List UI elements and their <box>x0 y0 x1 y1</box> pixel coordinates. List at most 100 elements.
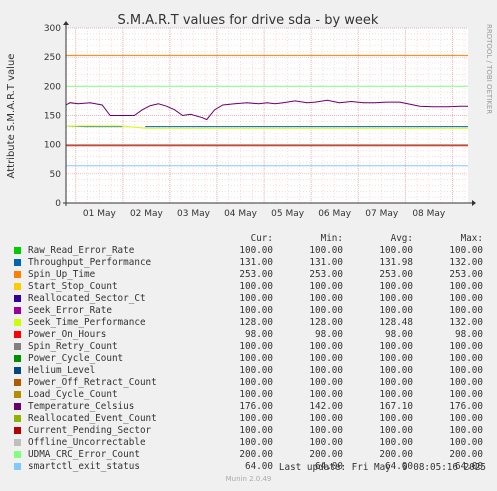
legend-name: Power_On_Hours <box>28 329 107 340</box>
legend-cur: 98.00 <box>245 329 273 340</box>
legend-max: 100.00 <box>449 353 483 364</box>
legend-min: 100.00 <box>309 437 343 448</box>
legend-avg: 100.00 <box>379 305 413 316</box>
legend-swatch <box>14 403 21 410</box>
legend-name: Start_Stop_Count <box>28 281 118 292</box>
legend-cur: 128.00 <box>239 317 273 328</box>
legend-max: 64.00 <box>455 461 483 472</box>
legend-swatch <box>14 247 21 254</box>
y-tick-label: 0 <box>55 199 61 209</box>
legend-row: Power_Off_Retract_Count 100.00 100.00 100.0… <box>12 377 490 389</box>
legend-row: Reallocated_Sector_Ct 100.00 100.00 100.00 1… <box>12 293 490 305</box>
legend-row: Temperature_Celsius 176.00 142.00 167.10 176… <box>12 401 490 413</box>
legend-name: Current_Pending_Sector <box>28 425 152 436</box>
legend-row: Start_Stop_Count 100.00 100.00 100.00 100.00 <box>12 281 490 293</box>
legend-max: 200.00 <box>449 449 483 460</box>
y-tick-label: 250 <box>44 53 61 63</box>
legend-max: 100.00 <box>449 425 483 436</box>
legend-swatch <box>14 355 21 362</box>
legend-cur: 100.00 <box>239 305 273 316</box>
legend-name: Power_Cycle_Count <box>28 353 124 364</box>
legend-max: 100.00 <box>449 413 483 424</box>
legend-avg: 131.98 <box>379 257 413 268</box>
legend-max: 100.00 <box>449 377 483 388</box>
legend-avg: 100.00 <box>379 413 413 424</box>
legend-max: 100.00 <box>449 437 483 448</box>
legend-min: 100.00 <box>309 425 343 436</box>
legend-name: Raw_Read_Error_Rate <box>28 245 135 256</box>
legend-row: Power_On_Hours 98.00 98.00 98.00 98.00 <box>12 329 490 341</box>
x-tick-label: 07 May <box>365 209 399 219</box>
legend-name: Seek_Error_Rate <box>28 305 112 316</box>
y-axis-arrow <box>63 21 69 25</box>
legend-swatch <box>14 463 21 470</box>
legend-cur: 100.00 <box>239 245 273 256</box>
legend-row: UDMA_CRC_Error_Count 200.00 200.00 200.00 20… <box>12 449 490 461</box>
legend-avg: 200.00 <box>379 449 413 460</box>
legend-name: UDMA_CRC_Error_Count <box>28 449 140 460</box>
legend-max: 132.00 <box>449 317 483 328</box>
legend-name: Seek_Time_Performance <box>28 317 146 328</box>
legend-min: 100.00 <box>309 377 343 388</box>
legend-header-cur: Cur: <box>250 233 273 244</box>
legend-swatch <box>14 295 21 302</box>
legend-header-min: Min: <box>320 233 343 244</box>
y-tick-label: 150 <box>44 112 61 122</box>
legend-min: 200.00 <box>309 449 343 460</box>
legend-swatch <box>14 451 21 458</box>
legend-name: Reallocated_Sector_Ct <box>28 293 146 304</box>
legend-row: Raw_Read_Error_Rate 100.00 100.00 100.00 100… <box>12 245 490 257</box>
legend-name: Throughput_Performance <box>28 257 152 268</box>
legend-swatch <box>14 283 21 290</box>
legend-swatch <box>14 367 21 374</box>
legend-row: Spin_Up_Time 253.00 253.00 253.00 253.00 <box>12 269 490 281</box>
legend-cur: 253.00 <box>239 269 273 280</box>
legend: x Cur: Min: Avg: Max: Raw_Read_Error_Rat… <box>12 233 490 473</box>
legend-min: 100.00 <box>309 305 343 316</box>
legend-row: Offline_Uncorrectable 100.00 100.00 100.00 1… <box>12 437 490 449</box>
legend-min: 100.00 <box>309 413 343 424</box>
side-label: RRDTOOL / TOBI OETIKER <box>485 24 493 114</box>
y-tick-label: 300 <box>44 24 61 34</box>
legend-max: 100.00 <box>449 305 483 316</box>
legend-row: Power_Cycle_Count 100.00 100.00 100.00 100.0… <box>12 353 490 365</box>
legend-avg: 253.00 <box>379 269 413 280</box>
x-tick-label: 02 May <box>130 209 164 219</box>
legend-swatch <box>14 415 21 422</box>
legend-header: x Cur: Min: Avg: Max: <box>12 233 490 245</box>
plot-area: 0 50 100 150 200 250 300 01 May 02 May 03 May 04 M… <box>44 21 476 219</box>
legend-swatch <box>14 379 21 386</box>
x-tick-label: 06 May <box>318 209 352 219</box>
legend-cur: 100.00 <box>239 437 273 448</box>
chart: S.M.A.R.T values for drive sda - by week… <box>6 13 493 219</box>
legend-swatch <box>14 259 21 266</box>
legend-max: 100.00 <box>449 341 483 352</box>
legend-name: Load_Cycle_Count <box>28 389 118 400</box>
legend-max: 98.00 <box>455 329 483 340</box>
legend-swatch <box>14 307 21 314</box>
legend-name: Offline_Uncorrectable <box>28 437 146 448</box>
legend-name: Power_Off_Retract_Count <box>28 377 157 388</box>
chart-title: S.M.A.R.T values for drive sda - by week <box>118 13 379 28</box>
legend-max: 100.00 <box>449 389 483 400</box>
legend-row: Throughput_Performance 131.00 131.00 131.98… <box>12 257 490 269</box>
series-line <box>65 99 468 121</box>
legend-cur: 100.00 <box>239 425 273 436</box>
legend-cur: 100.00 <box>239 281 273 292</box>
y-axis-label: Attribute S.M.A.R.T value <box>6 54 17 179</box>
legend-min: 98.00 <box>315 329 343 340</box>
legend-name: Helium_Level <box>28 365 96 376</box>
legend-min: 100.00 <box>309 341 343 352</box>
legend-row: Seek_Error_Rate 100.00 100.00 100.00 100.00 <box>12 305 490 317</box>
legend-swatch <box>14 439 21 446</box>
legend-cur: 100.00 <box>239 389 273 400</box>
legend-avg: 100.00 <box>379 341 413 352</box>
legend-name: Spin_Up_Time <box>28 269 96 280</box>
x-tick-label: 04 May <box>224 209 258 219</box>
x-tick-label: 03 May <box>177 209 211 219</box>
legend-cur: 176.00 <box>239 401 273 412</box>
series-line <box>66 125 468 129</box>
legend-row: Seek_Time_Performance 128.00 128.00 128.48 1… <box>12 317 490 329</box>
legend-cur: 100.00 <box>239 293 273 304</box>
legend-min: 100.00 <box>309 293 343 304</box>
